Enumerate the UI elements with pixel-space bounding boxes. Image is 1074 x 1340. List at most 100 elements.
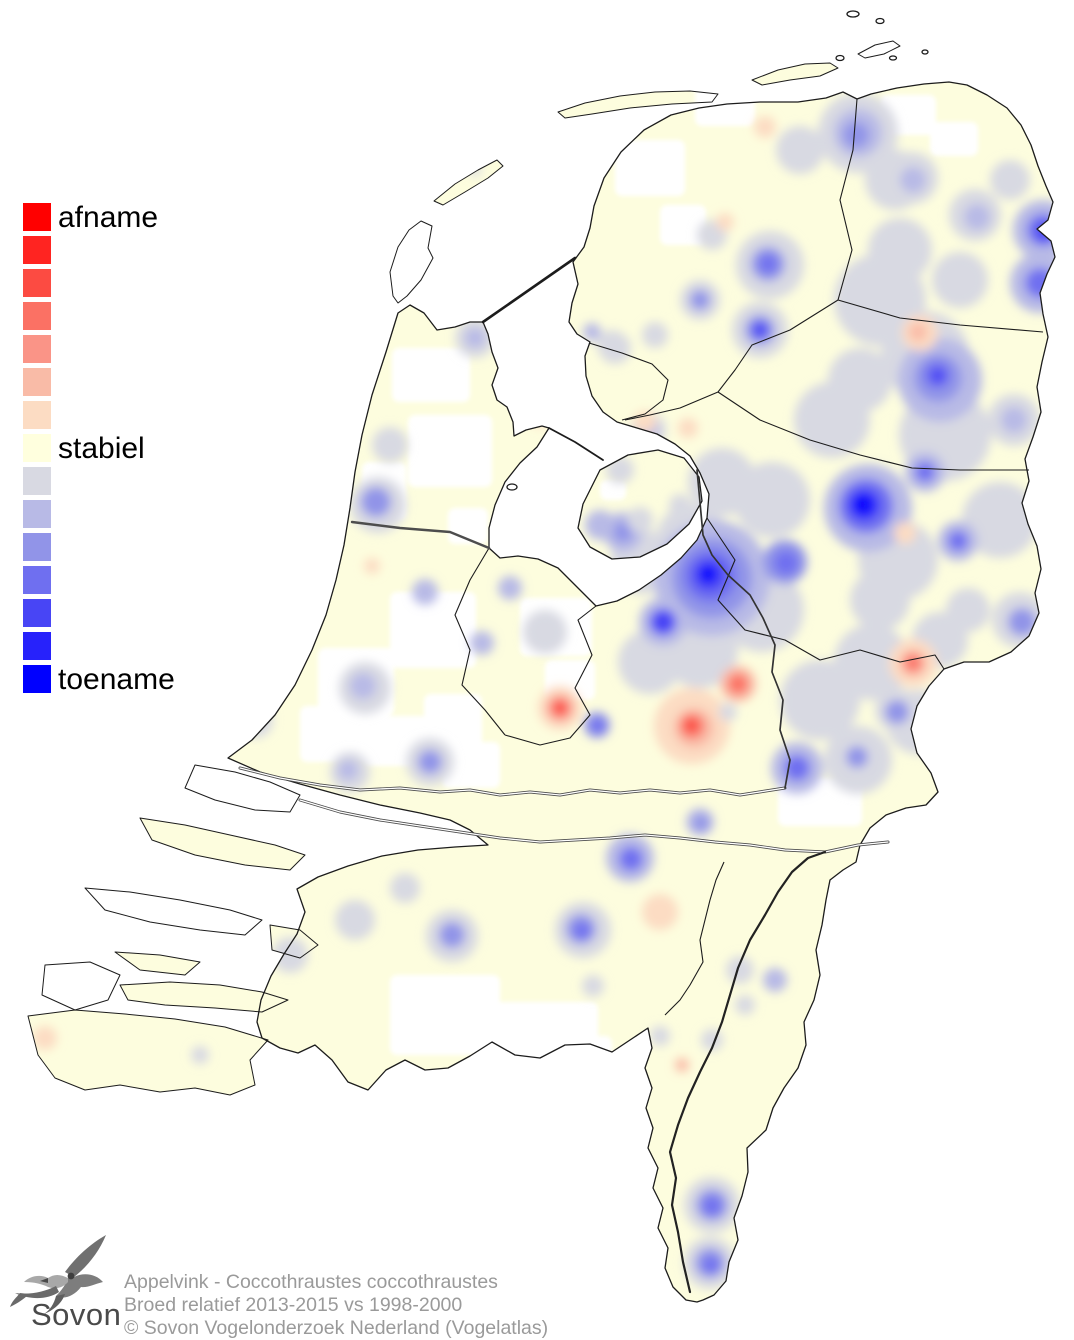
no-data-patch — [442, 742, 500, 788]
trend-blob — [642, 322, 668, 348]
legend-swatch — [23, 434, 51, 462]
trend-blob — [583, 323, 601, 341]
legend-label-afname: afname — [58, 201, 159, 234]
trend-blob — [843, 122, 869, 148]
province-border-layer — [454, 98, 1044, 1016]
trend-blob — [191, 1046, 209, 1064]
caption-copyright: © Sovon Vogelonderzoek Nederland (Vogela… — [124, 1317, 549, 1339]
trend-blob — [735, 995, 755, 1015]
coastline-layer — [27, 10, 1056, 1303]
trend-blob — [335, 900, 375, 940]
trend-blob — [618, 630, 682, 694]
trend-blob — [1001, 407, 1027, 433]
trend-blob — [361, 487, 391, 517]
trend-blob — [523, 610, 567, 654]
trend-blob — [439, 922, 465, 948]
trend-blob — [1013, 200, 1055, 260]
trend-blob — [675, 1058, 689, 1072]
trend-blob — [931, 369, 945, 383]
no-data-patch — [408, 415, 492, 487]
legend-swatch — [23, 236, 51, 264]
no-data-patch — [390, 975, 500, 1055]
trend-blob — [350, 673, 376, 699]
trend-blob — [1008, 608, 1036, 636]
trend-blob — [470, 631, 494, 655]
trend-blob — [752, 322, 768, 338]
caption-period: Broed relatief 2013-2015 vs 1998-2000 — [124, 1294, 463, 1316]
trend-blob — [553, 701, 567, 715]
trend-blob — [338, 760, 358, 780]
trend-blob — [115, 855, 141, 881]
trend-blob — [412, 579, 438, 605]
trend-blob — [531, 409, 549, 427]
trend-blob — [948, 531, 968, 551]
trend-blob — [922, 727, 958, 763]
trend-blob — [1027, 214, 1055, 246]
sovon-wordmark: Sovon — [31, 1297, 122, 1332]
caption-species: Appelvink - Coccothraustes coccothrauste… — [124, 1271, 498, 1293]
trend-blob — [774, 551, 798, 575]
trend-blob — [854, 496, 870, 512]
legend-swatch — [23, 203, 51, 231]
trend-blob — [759, 255, 777, 273]
no-data-patch — [424, 694, 482, 750]
trend-blob — [237, 702, 273, 738]
trend-blob — [703, 1197, 721, 1215]
trend-blob — [606, 456, 634, 484]
trend-blob — [599, 332, 631, 364]
legend-swatch — [23, 401, 51, 429]
no-data-patch — [300, 706, 376, 762]
trend-blob — [669, 494, 691, 516]
river-layer — [238, 256, 890, 1294]
trend-blob — [763, 968, 787, 992]
trend-blob — [634, 411, 656, 433]
trend-blob — [650, 1026, 670, 1046]
legend-swatch — [23, 599, 51, 627]
trend-blob — [465, 328, 485, 348]
no-data-patch — [600, 480, 626, 500]
trend-blob — [850, 570, 910, 630]
trend-blob — [690, 290, 710, 310]
trend-blob — [390, 873, 420, 903]
map-caption: Appelvink - Coccothraustes coccothrauste… — [124, 1271, 548, 1340]
trend-blob — [716, 213, 734, 231]
trend-blob — [719, 703, 737, 721]
trend-blob-layer — [33, 93, 1055, 1289]
trend-blob — [699, 565, 717, 583]
trend-blob — [582, 975, 604, 997]
trend-blob — [990, 160, 1030, 200]
trend-blob — [591, 719, 605, 733]
no-data-patch — [390, 592, 476, 668]
no-data-patch — [615, 140, 685, 196]
trend-blob — [964, 204, 990, 230]
trend-blob — [678, 418, 698, 438]
trend-blob — [909, 323, 927, 341]
legend-swatch — [23, 632, 51, 660]
legend-label-toename: toename — [58, 663, 175, 696]
legend-swatch — [23, 368, 51, 396]
trend-blob — [868, 218, 932, 282]
trend-blob — [932, 252, 988, 308]
legend-swatch — [23, 533, 51, 561]
no-data-patch — [660, 205, 706, 245]
legend-swatch — [23, 467, 51, 495]
trend-blob — [418, 750, 442, 774]
trend-blob — [834, 624, 910, 700]
trend-blob — [619, 847, 643, 871]
trend-blob — [754, 116, 776, 138]
trend-blob — [728, 674, 748, 694]
legend-swatch — [23, 335, 51, 363]
trend-blob — [613, 522, 633, 542]
legend-swatch — [23, 665, 51, 693]
trend-blob — [627, 507, 653, 533]
trend-blob — [900, 167, 926, 193]
no-data-patch — [930, 122, 978, 156]
legend-swatch — [23, 500, 51, 528]
trend-blob — [846, 746, 868, 768]
no-data-patch — [392, 348, 470, 402]
trend-blob — [1036, 223, 1054, 241]
trend-blob — [364, 558, 380, 574]
trend-blob — [498, 576, 522, 600]
